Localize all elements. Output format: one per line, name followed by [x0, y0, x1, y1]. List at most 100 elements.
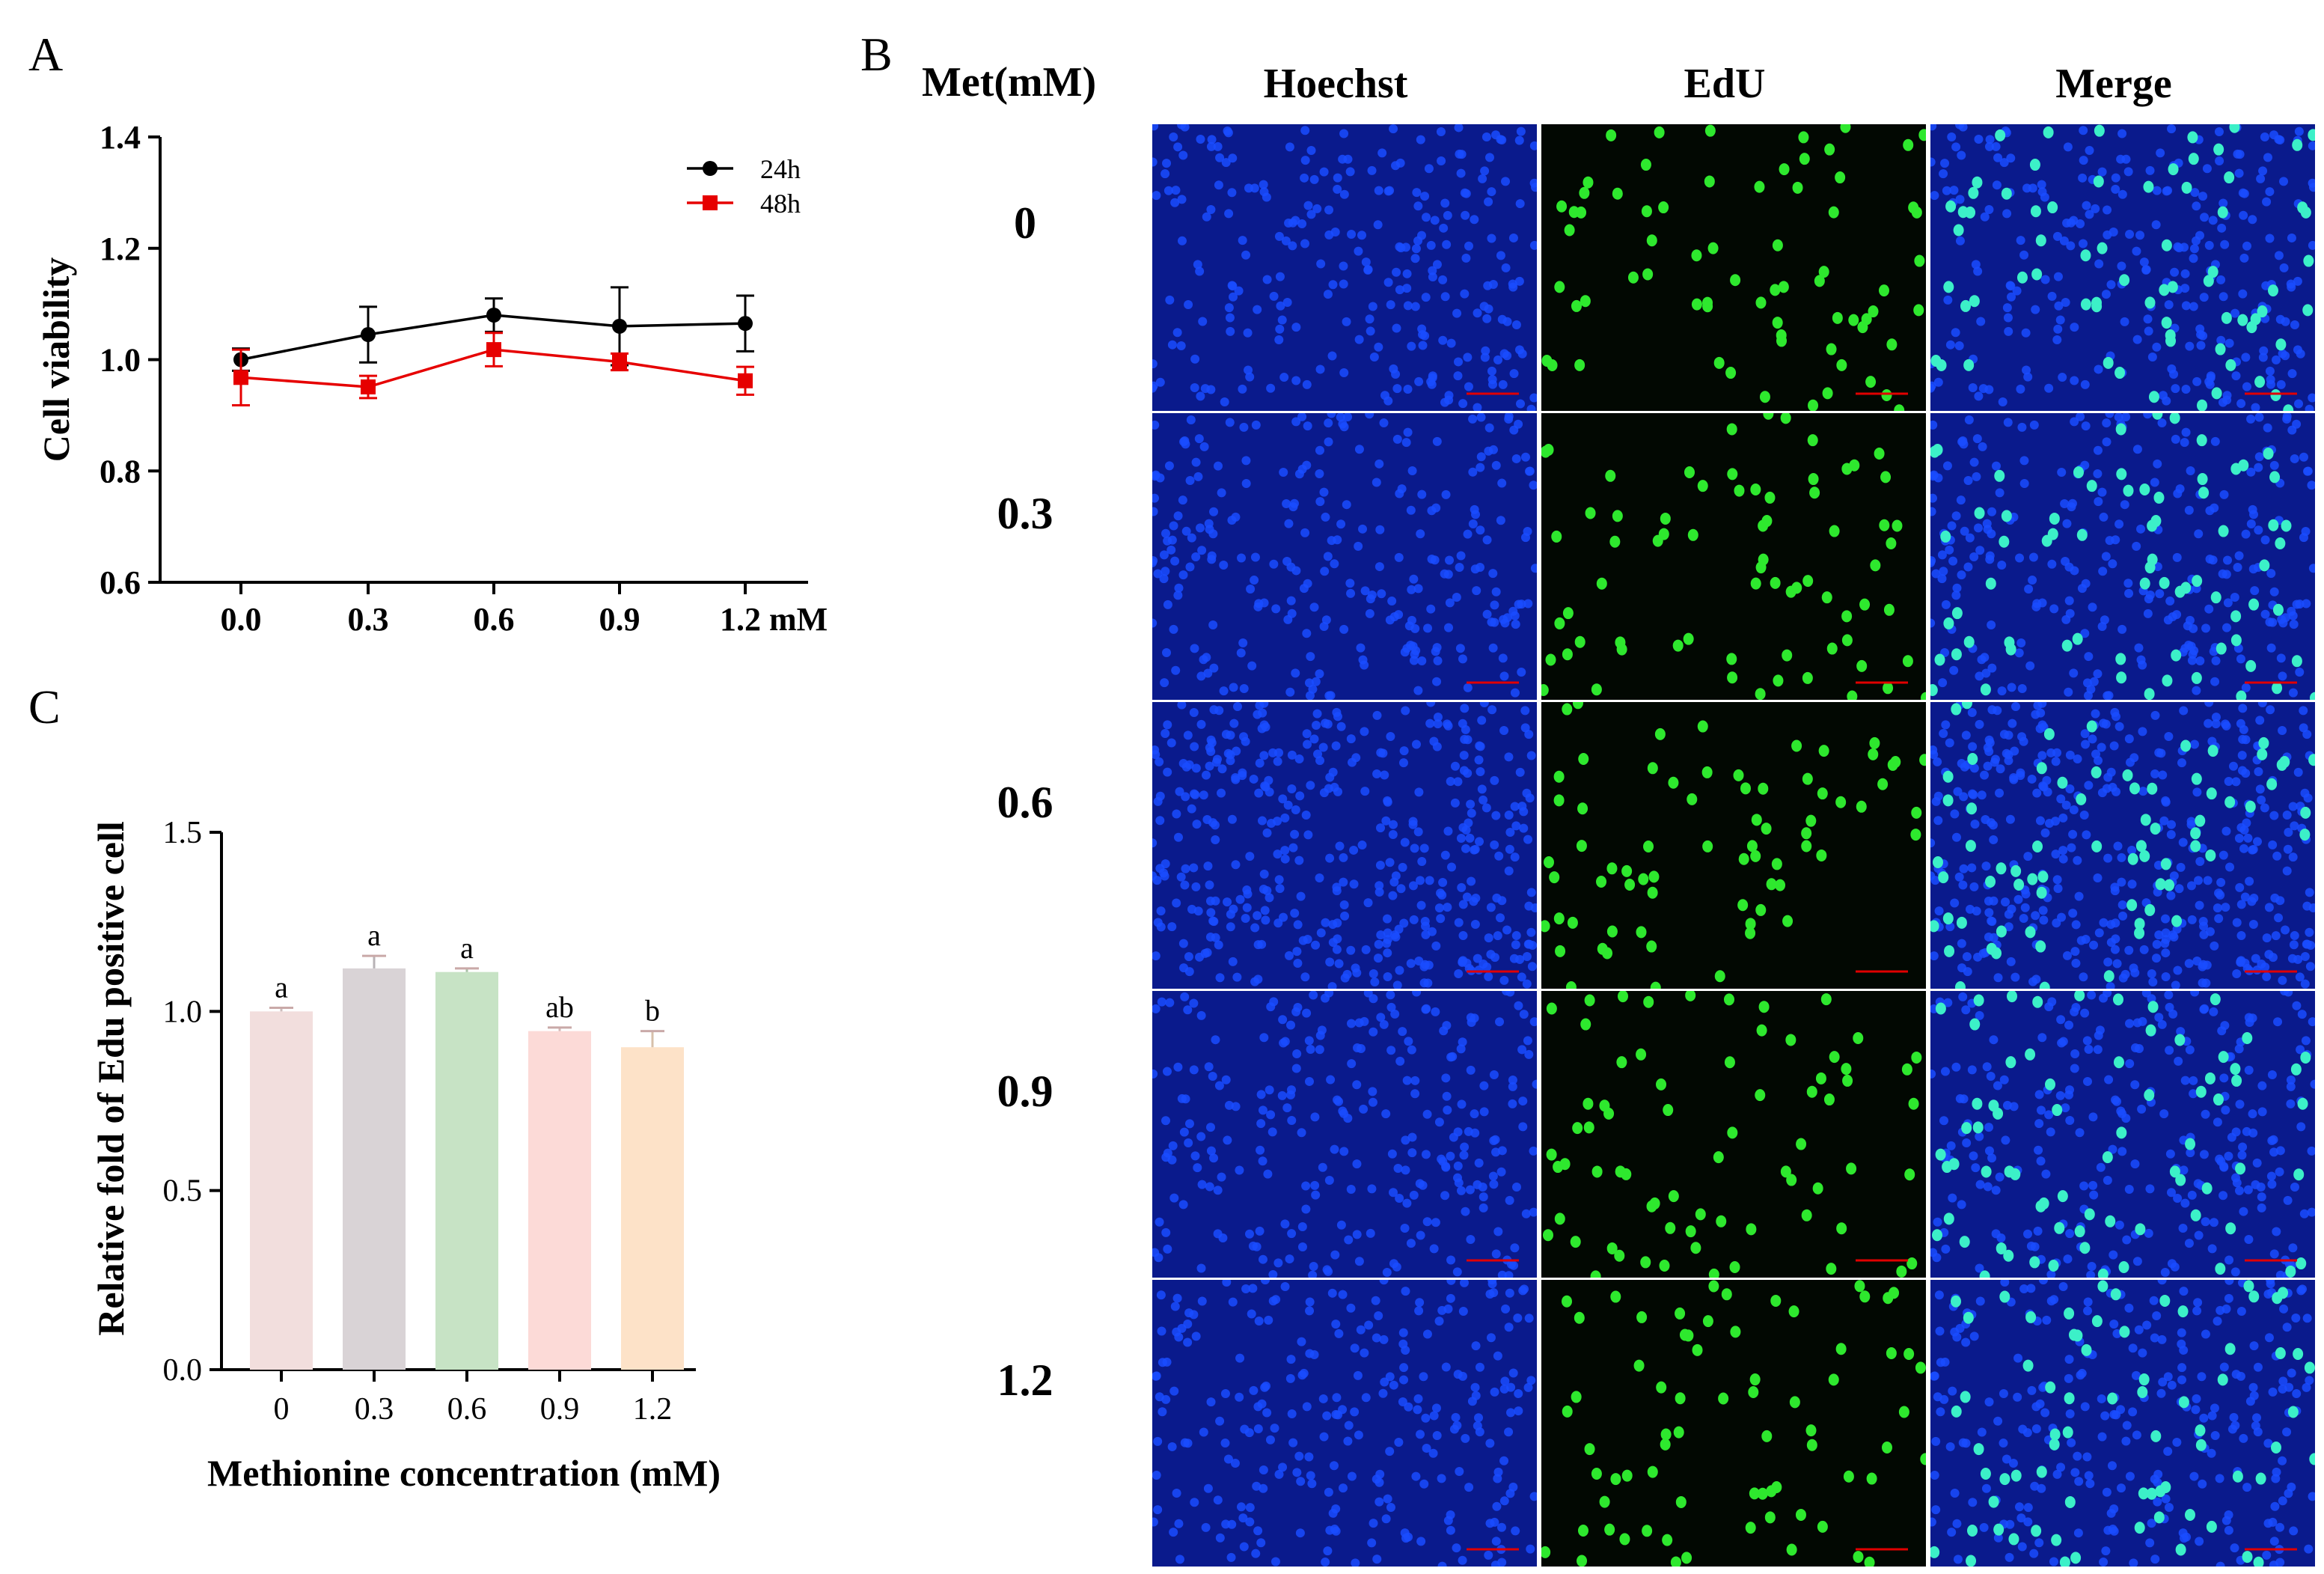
nucleus-hoechst [1372, 478, 1381, 487]
nucleus-hoechst [1275, 884, 1285, 894]
nucleus-hoechst [1532, 1079, 1537, 1089]
nucleus-hoechst [1172, 1293, 1182, 1303]
nucleus-hoechst [2287, 369, 2297, 379]
nucleus-edu [1649, 1197, 1660, 1210]
nucleus-hoechst [1968, 1498, 1978, 1507]
nucleus-hoechst [2218, 1191, 2228, 1201]
nucleus-hoechst [2308, 903, 2315, 912]
nucleus-hoechst [1327, 982, 1337, 989]
nucleus-hoechst [2001, 897, 2010, 907]
nucleus-hoechst [1227, 1519, 1237, 1529]
nucleus-hoechst [1152, 157, 1158, 167]
nucleus-hoechst [2040, 828, 2050, 838]
nucleus-hoechst [1190, 644, 1199, 653]
nucleus-hoechst [1168, 1141, 1178, 1150]
nucleus-hoechst [2237, 751, 2247, 760]
nucleus-hoechst [1217, 1172, 1226, 1182]
nucleus-edu [2086, 720, 2097, 733]
nucleus-hoechst [2278, 725, 2287, 735]
nucleus-hoechst [1352, 968, 1362, 977]
nucleus-hoechst [2032, 788, 2042, 798]
nucleus-hoechst [1999, 730, 2009, 739]
nucleus-edu [1746, 840, 1758, 852]
nucleus-edu [2061, 639, 2073, 652]
nucleus-edu [1577, 1555, 1588, 1567]
nucleus-edu [1702, 296, 1713, 309]
nucleus-edu [1960, 299, 1971, 312]
nucleus-hoechst [1239, 732, 1249, 742]
nucleus-hoechst [2103, 991, 2112, 998]
nucleus-hoechst [2278, 1496, 2287, 1506]
nucleus-hoechst [2236, 1307, 2246, 1317]
nucleus-hoechst [1529, 1017, 1537, 1027]
nucleus-edu [1859, 598, 1871, 611]
nucleus-hoechst [1256, 1090, 1266, 1099]
nucleus-hoechst [2290, 320, 2299, 330]
nucleus-hoechst [1228, 153, 1238, 163]
nucleus-hoechst [2027, 774, 2037, 784]
nucleus-hoechst [1430, 216, 1440, 225]
nucleus-hoechst [2109, 1250, 2118, 1260]
nucleus-hoechst [1441, 1362, 1451, 1372]
nucleus-hoechst [1408, 881, 1418, 891]
nucleus-edu [1980, 1468, 1991, 1480]
nucleus-edu [1602, 947, 1613, 960]
nucleus-hoechst [2180, 1076, 2190, 1085]
nucleus-hoechst [2130, 1159, 2140, 1169]
nucleus-hoechst [2186, 466, 2195, 475]
nucleus-hoechst [1476, 463, 1485, 472]
nucleus-edu [1675, 1495, 1687, 1508]
nucleus-hoechst [1161, 528, 1170, 538]
nucleus-hoechst [1488, 1171, 1498, 1181]
nucleus-edu [2031, 1525, 2042, 1537]
nucleus-hoechst [2161, 971, 2171, 981]
nucleus-hoechst [1287, 750, 1297, 760]
nucleus-edu [1556, 200, 1568, 213]
nucleus-hoechst [1324, 418, 1333, 428]
nucleus-hoechst [1479, 1203, 1488, 1212]
nucleus-hoechst [2216, 275, 2226, 284]
nucleus-hoechst [2185, 1045, 2195, 1055]
nucleus-hoechst [1964, 415, 1974, 424]
nucleus-hoechst [2186, 881, 2196, 891]
nucleus-edu [1786, 1174, 1797, 1186]
nucleus-hoechst [2165, 1046, 2174, 1055]
nucleus-edu [1848, 314, 1859, 326]
nucleus-edu [2153, 491, 2165, 504]
nucleus-hoechst [2102, 418, 2112, 428]
nucleus-edu [2134, 918, 2145, 930]
nucleus-hoechst [1237, 553, 1247, 563]
nucleus-hoechst [2109, 227, 2118, 237]
nucleus-hoechst [1206, 908, 1216, 918]
nucleus-hoechst [1930, 1517, 1936, 1527]
nucleus-edu [2164, 879, 2175, 891]
nucleus-hoechst [1371, 1296, 1380, 1305]
nucleus-hoechst [1331, 1320, 1341, 1329]
nucleus-hoechst [1275, 272, 1285, 281]
nucleus-hoechst [1153, 1436, 1163, 1446]
nucleus-hoechst [1189, 863, 1199, 873]
nucleus-hoechst [2094, 497, 2103, 507]
nucleus-hoechst [2283, 1195, 2293, 1205]
nucleus-hoechst [1259, 598, 1269, 608]
nucleus-edu [1691, 298, 1702, 311]
nucleus-hoechst [1976, 317, 1986, 326]
nucleus-hoechst [1287, 784, 1297, 794]
nucleus-edu [1818, 266, 1829, 278]
nucleus-hoechst [1937, 550, 1947, 560]
nucleus-hoechst [1386, 731, 1395, 741]
nucleus-hoechst [1432, 677, 1442, 686]
nucleus-hoechst [2208, 216, 2218, 225]
nucleus-hoechst [1958, 880, 1968, 890]
nucleus-hoechst [1930, 507, 1936, 516]
nucleus-hoechst [1311, 940, 1321, 950]
nucleus-hoechst [1945, 738, 1954, 748]
nucleus-hoechst [1219, 560, 1229, 570]
nucleus-hoechst [1324, 1176, 1334, 1186]
nucleus-edu [2309, 1453, 2315, 1465]
nucleus-hoechst [1983, 761, 1993, 771]
nucleus-hoechst [1269, 291, 1279, 301]
nucleus-hoechst [2161, 948, 2171, 958]
nucleus-hoechst [1460, 289, 1470, 299]
nucleus-edu [1869, 736, 1880, 749]
